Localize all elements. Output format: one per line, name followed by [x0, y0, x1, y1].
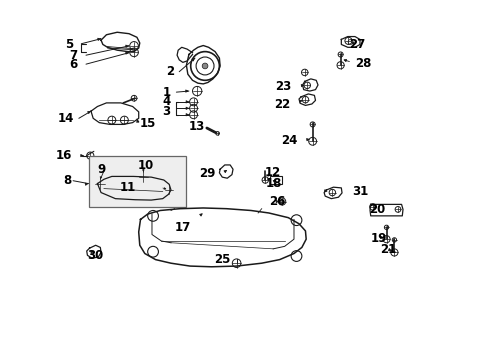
Text: 26: 26: [268, 195, 285, 208]
Circle shape: [280, 200, 284, 203]
Text: 5: 5: [65, 38, 73, 51]
Text: 8: 8: [63, 174, 72, 187]
Text: 18: 18: [265, 177, 281, 190]
Text: 14: 14: [58, 112, 74, 125]
Text: 22: 22: [274, 98, 290, 111]
Text: 1: 1: [162, 86, 170, 99]
Text: 30: 30: [86, 249, 103, 262]
Text: 31: 31: [351, 185, 367, 198]
Text: 11: 11: [120, 181, 136, 194]
Text: 25: 25: [213, 253, 230, 266]
FancyBboxPatch shape: [88, 156, 185, 207]
Text: 19: 19: [370, 231, 386, 244]
Circle shape: [202, 63, 207, 69]
Text: 28: 28: [354, 57, 370, 70]
Text: 29: 29: [198, 167, 215, 180]
Text: 23: 23: [275, 80, 291, 93]
Text: 12: 12: [264, 166, 280, 179]
Text: 4: 4: [162, 95, 170, 108]
Text: 21: 21: [379, 243, 395, 256]
Bar: [269, 176, 282, 184]
Text: 3: 3: [162, 105, 170, 118]
Text: 16: 16: [55, 149, 72, 162]
Text: 9: 9: [97, 163, 105, 176]
Text: 15: 15: [140, 117, 156, 130]
Text: 24: 24: [281, 134, 297, 147]
Text: 6: 6: [69, 58, 77, 71]
Text: 27: 27: [348, 38, 365, 51]
Text: 7: 7: [69, 49, 77, 62]
Text: 13: 13: [188, 121, 204, 134]
Text: 17: 17: [175, 221, 191, 234]
Text: 10: 10: [137, 159, 154, 172]
Text: 2: 2: [166, 65, 174, 78]
Text: 20: 20: [368, 203, 385, 216]
